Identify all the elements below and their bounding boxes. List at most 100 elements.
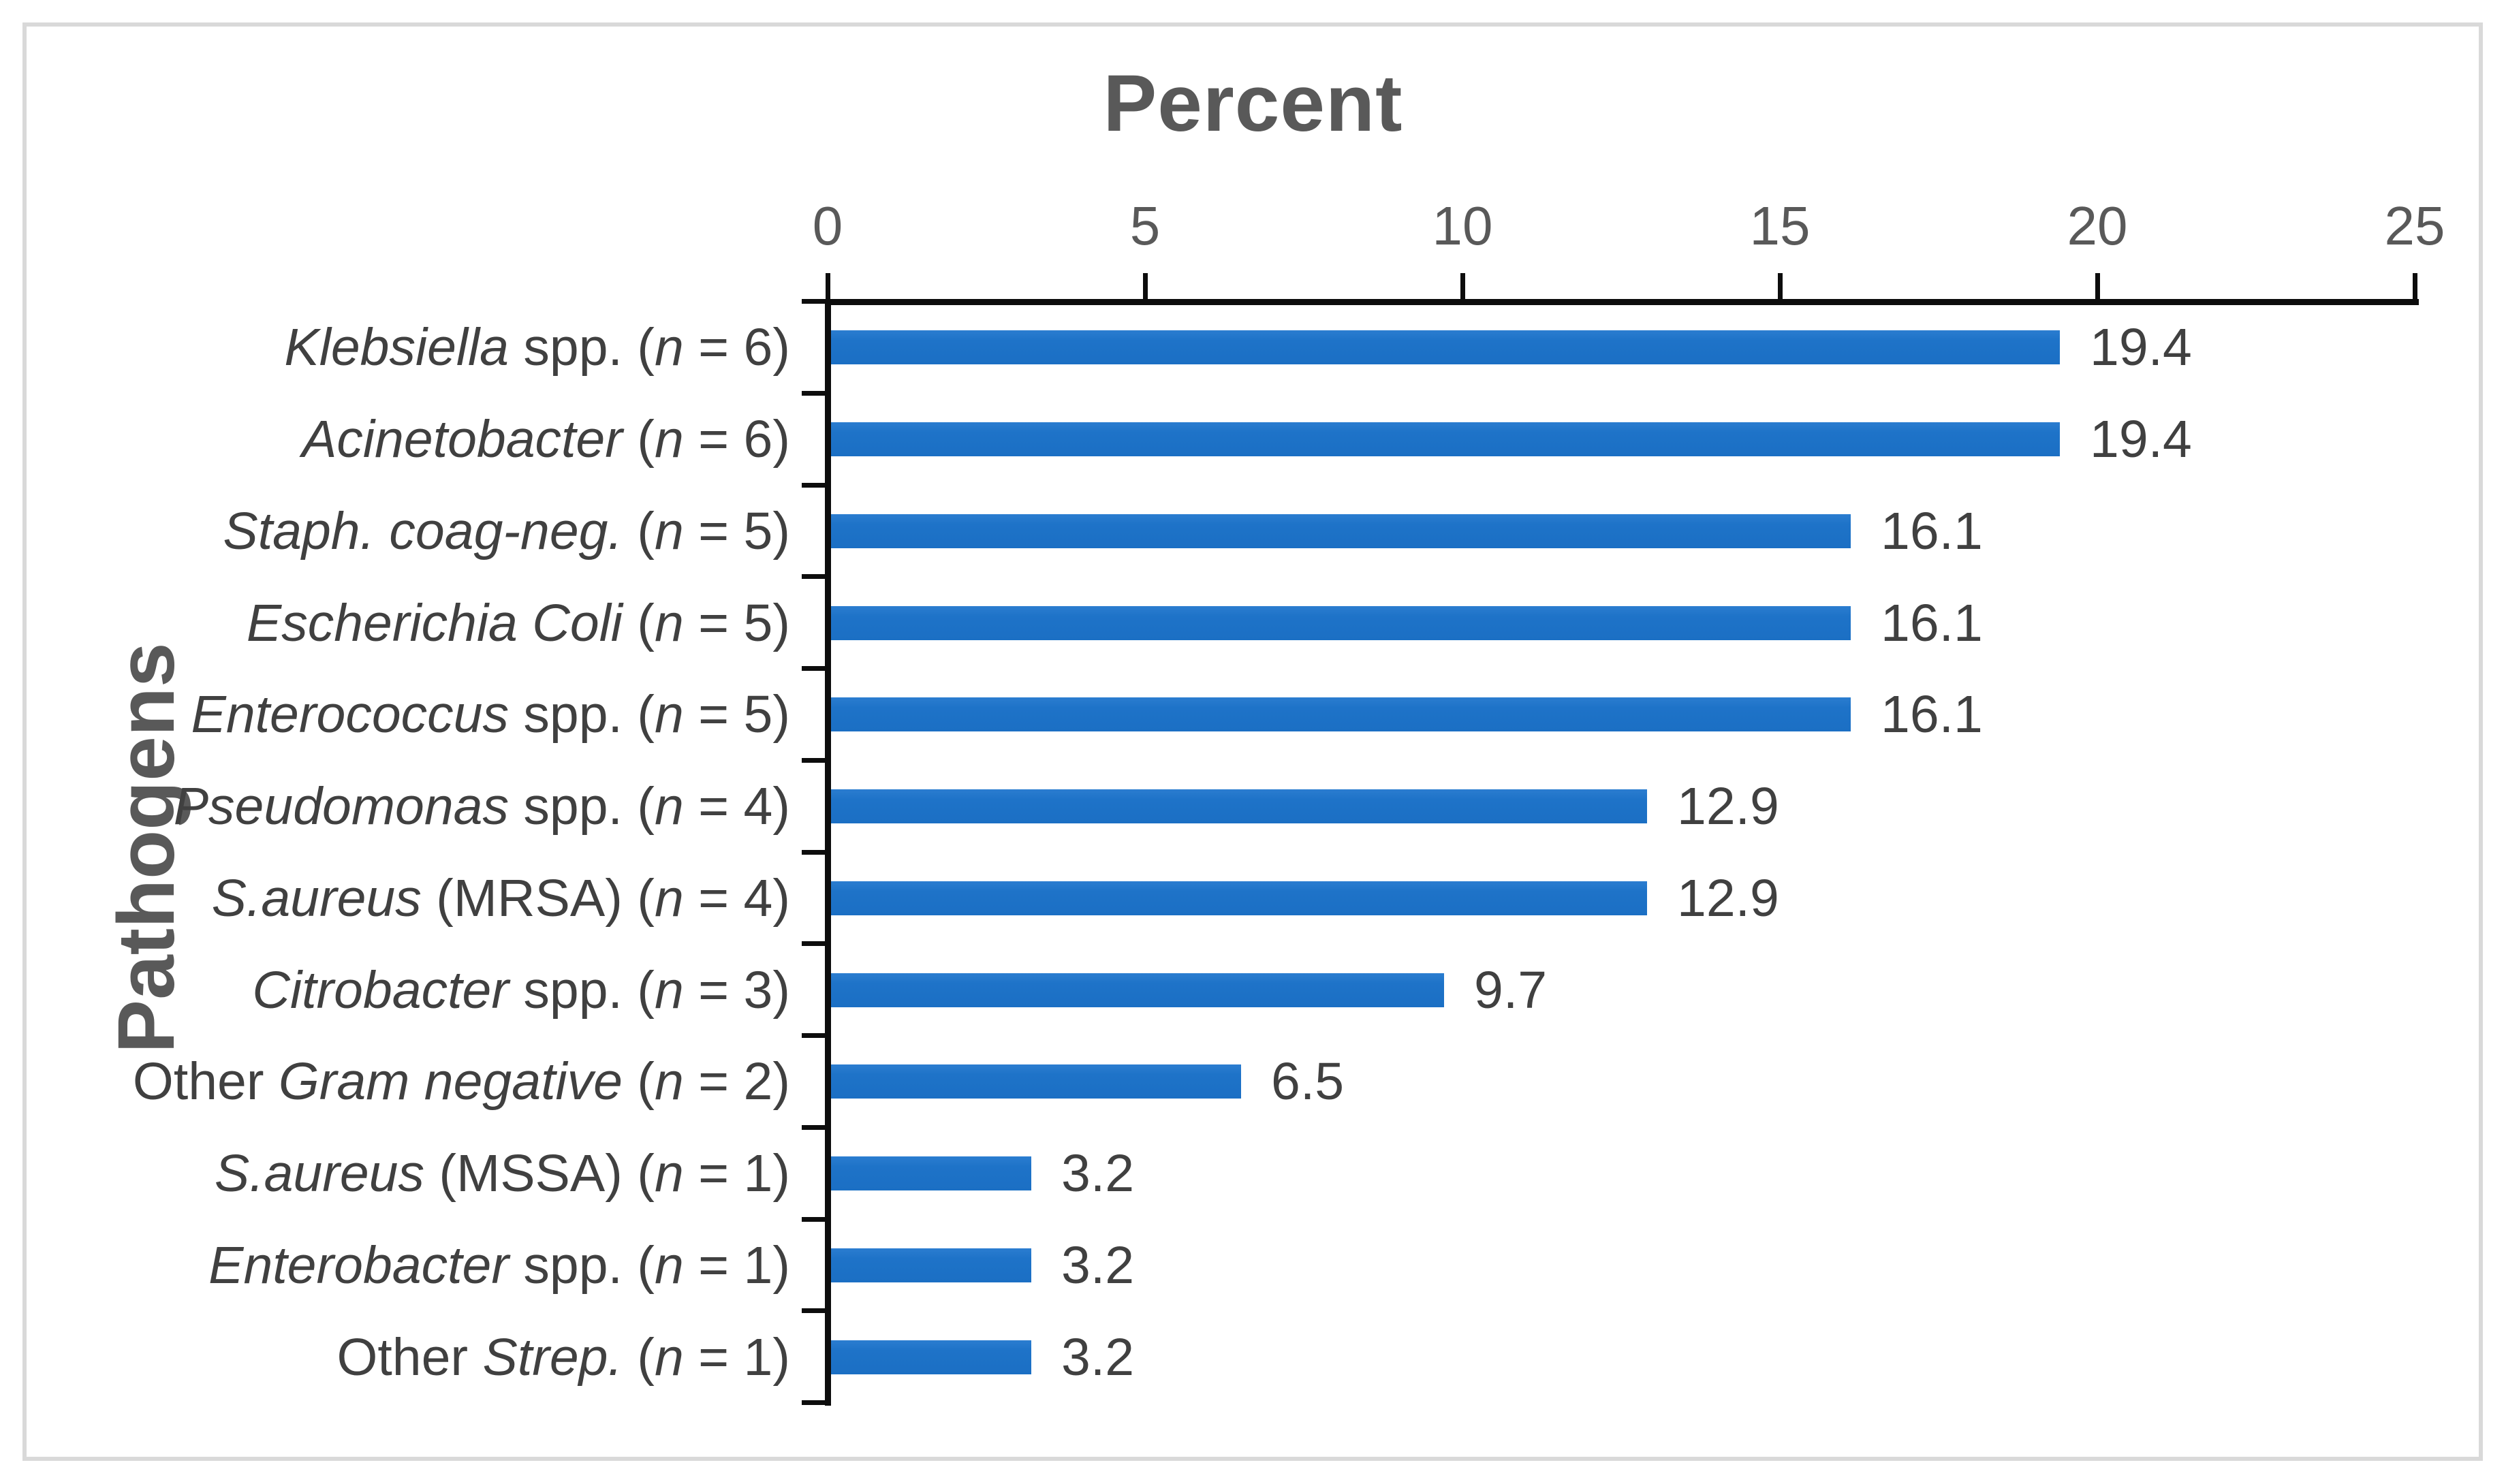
- category-label: Pseudomonas spp. (n = 4): [54, 769, 790, 844]
- x-tick-label: 0: [812, 195, 843, 256]
- value-label: 16.1: [1881, 502, 1983, 561]
- x-tick-mark: [826, 273, 830, 299]
- category-label-italic-run: n: [654, 594, 684, 652]
- category-label: Escherichia Coli (n = 5): [54, 586, 790, 661]
- value-label: 12.9: [1677, 777, 1779, 836]
- x-axis-line: [825, 299, 2419, 305]
- x-tick-mark: [1778, 273, 1783, 299]
- value-label: 12.9: [1677, 869, 1779, 928]
- y-tick-mark: [802, 574, 828, 579]
- category-label: Other Strep. (n = 1): [54, 1320, 791, 1395]
- category-label-run: spp. (: [508, 777, 655, 836]
- category-label-run: (: [622, 1328, 655, 1387]
- bar: [831, 330, 2060, 364]
- category-label-run: (: [622, 594, 655, 652]
- bar: [831, 606, 1851, 640]
- bar: [831, 789, 1647, 823]
- bar: [831, 1064, 1241, 1099]
- category-label-run: = 6): [683, 410, 790, 469]
- value-label: 16.1: [1881, 594, 1983, 652]
- category-label-run: (MSSA) (: [424, 1144, 655, 1203]
- value-label: 19.4: [2090, 410, 2192, 469]
- category-label-italic-run: Citrobacter: [252, 961, 509, 1020]
- category-label-run: = 4): [683, 777, 790, 836]
- category-label-run: = 1): [683, 1236, 790, 1295]
- category-label-run: (MRSA) (: [421, 869, 655, 928]
- category-label-run: = 6): [683, 318, 790, 377]
- category-label: Acinetobacter (n = 6): [54, 402, 790, 477]
- x-tick-label: 20: [2067, 195, 2128, 256]
- value-label: 19.4: [2090, 318, 2192, 377]
- bar: [831, 697, 1851, 731]
- category-label-italic-run: Klebsiella: [284, 318, 509, 377]
- y-tick-mark: [802, 299, 828, 304]
- bar: [831, 422, 2060, 456]
- category-label-italic-run: Enterobacter: [208, 1236, 509, 1295]
- category-label-run: (: [622, 410, 655, 469]
- x-tick-mark: [2095, 273, 2100, 299]
- category-label-run: (: [622, 1052, 655, 1111]
- bar: [831, 1340, 1031, 1374]
- value-label: 6.5: [1271, 1052, 1345, 1111]
- category-label-italic-run: n: [654, 1144, 684, 1203]
- category-label-italic-run: n: [654, 1236, 684, 1295]
- bar: [831, 973, 1444, 1007]
- category-label: Staph. coag-neg. (n = 5): [54, 494, 790, 569]
- category-label-italic-run: Acinetobacter: [302, 410, 623, 469]
- chart-title: Percent: [1103, 59, 1403, 148]
- category-label-italic-run: n: [654, 502, 684, 561]
- category-label-run: spp. (: [508, 961, 655, 1020]
- x-tick-label: 25: [2384, 195, 2445, 256]
- x-tick-mark: [2413, 273, 2417, 299]
- category-label-italic-run: Strep.: [482, 1328, 623, 1387]
- category-label-italic-run: S.aureus: [211, 869, 422, 928]
- value-label: 9.7: [1474, 961, 1548, 1020]
- x-tick-label: 15: [1749, 195, 1811, 256]
- category-label-run: = 1): [683, 1144, 790, 1203]
- category-label-italic-run: n: [654, 410, 684, 469]
- category-label-run: spp. (: [508, 685, 655, 744]
- category-label-run: = 2): [683, 1052, 790, 1111]
- category-label-italic-run: Gram negative: [278, 1052, 623, 1111]
- category-label: Klebsiella spp. (n = 6): [54, 310, 790, 385]
- category-label: Citrobacter spp. (n = 3): [54, 953, 790, 1028]
- category-label-italic-run: Pseudomonas: [173, 777, 509, 836]
- category-label-run: = 4): [683, 869, 790, 928]
- chart-border: [22, 22, 2483, 1461]
- bar: [831, 514, 1851, 548]
- y-tick-mark: [802, 850, 828, 855]
- category-label-italic-run: n: [654, 777, 684, 836]
- y-tick-mark: [802, 1033, 828, 1038]
- category-label-italic-run: n: [654, 318, 684, 377]
- x-tick-label: 5: [1129, 195, 1161, 256]
- category-label-run: spp. (: [508, 1236, 655, 1295]
- category-label: Other Gram negative (n = 2): [54, 1044, 790, 1119]
- category-label-italic-run: Enterococcus: [191, 685, 509, 744]
- bar: [831, 1248, 1031, 1282]
- category-label-italic-run: n: [654, 1328, 684, 1387]
- x-tick-label: 10: [1432, 195, 1493, 256]
- y-tick-mark: [802, 1400, 828, 1405]
- category-label-italic-run: n: [654, 685, 684, 744]
- category-label-run: = 5): [683, 502, 790, 561]
- category-label-run: Other: [132, 1052, 279, 1111]
- category-label-italic-run: n: [654, 961, 684, 1020]
- category-label-italic-run: Escherichia Coli: [246, 594, 623, 652]
- category-label-run: = 5): [683, 594, 790, 652]
- category-label-run: (: [622, 502, 655, 561]
- y-tick-mark: [802, 391, 828, 396]
- bar: [831, 1156, 1031, 1190]
- y-tick-mark: [802, 1217, 828, 1222]
- y-tick-mark: [802, 1308, 828, 1313]
- category-label: S.aureus (MRSA) (n = 4): [54, 861, 790, 936]
- bar: [831, 881, 1647, 915]
- category-label-italic-run: n: [654, 1052, 684, 1111]
- y-tick-mark: [802, 1125, 828, 1130]
- x-tick-mark: [1460, 273, 1465, 299]
- y-tick-mark: [802, 758, 828, 763]
- category-label: Enterobacter spp. (n = 1): [54, 1228, 790, 1303]
- y-tick-mark: [802, 483, 828, 488]
- category-label: S.aureus (MSSA) (n = 1): [54, 1136, 790, 1211]
- y-tick-mark: [802, 666, 828, 671]
